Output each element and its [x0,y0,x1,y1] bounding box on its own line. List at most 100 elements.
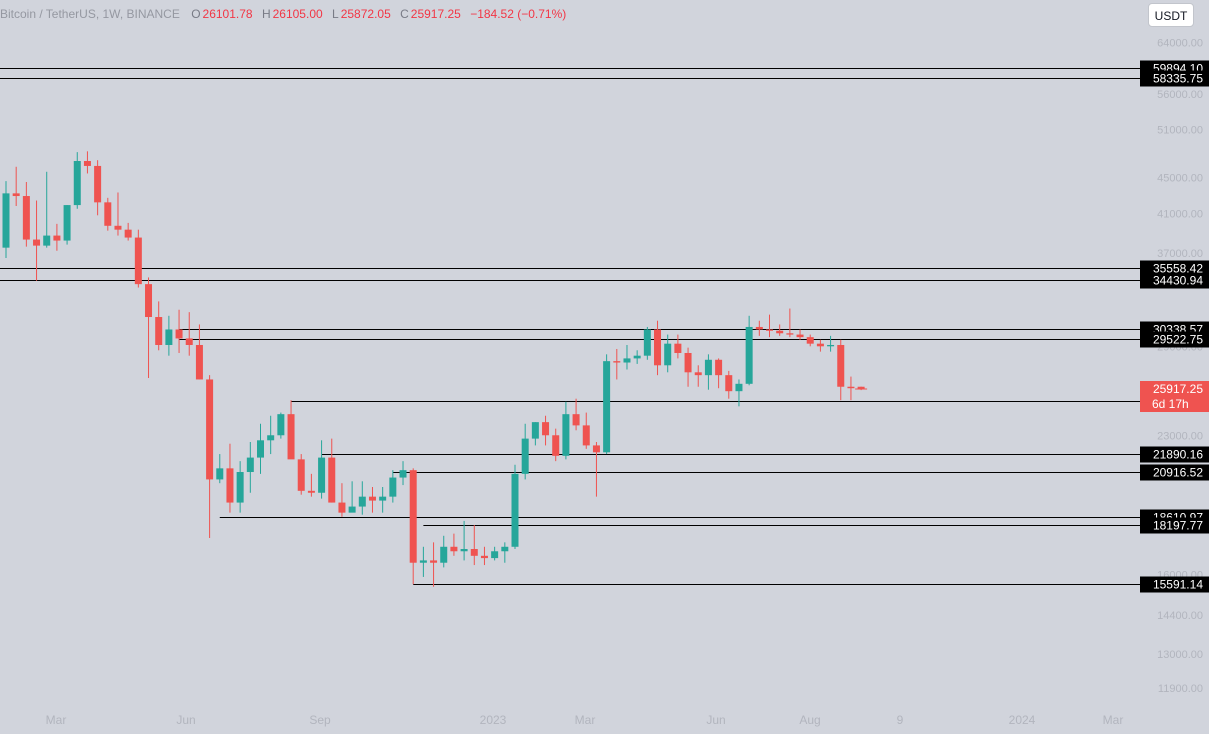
candle [725,370,733,399]
candle [338,483,346,517]
level-label-bg [1140,272,1209,289]
candle [531,422,539,446]
time-tick: Aug [799,713,820,727]
time-tick: 9 [897,713,904,727]
candle [755,320,763,336]
candle-body [786,333,794,335]
candle-body [776,330,784,334]
currency-button[interactable]: USDT [1148,3,1194,27]
candle [837,339,845,401]
candle [328,438,336,503]
candle-body [501,546,509,552]
candle-body [318,457,326,493]
candle-body [694,372,702,376]
candle [399,461,407,486]
level-label: 29522.75 [1140,331,1209,348]
candle [33,200,41,281]
candle [694,365,702,387]
candle-body [22,196,30,240]
candle [389,470,397,503]
open-value: 26101.78 [202,7,253,21]
candle [226,443,234,513]
symbol-title: Bitcoin / TetherUS, 1W, BINANCE [0,7,180,21]
candle [511,464,519,550]
level-label-text: 35558.42 [1153,262,1203,276]
candle-body [124,229,132,238]
candle-body [460,549,468,552]
candle [318,440,326,499]
candle-body [297,459,305,491]
candle [175,309,183,353]
open-key: O [191,7,201,21]
current-price-text: 25917.25 [1153,382,1203,396]
candle [735,379,743,407]
candle-body [206,379,214,480]
level-labels: 59894.1058335.7535558.4234430.9430338.57… [1140,60,1209,593]
price-tick: 45000.00 [1157,173,1203,185]
candle-body [592,445,600,453]
candle-body [491,551,499,559]
candle-body [2,193,10,248]
candle [165,315,173,356]
level-label: 21890.16 [1140,446,1209,463]
level-label-text: 15591.14 [1153,578,1203,592]
candle [277,412,285,439]
candle-body [603,361,611,453]
candle-body [134,237,142,285]
candle-body [195,344,203,380]
candle [368,486,376,513]
candle-body [613,361,621,363]
candle-body [389,477,397,497]
candle-body [399,470,407,478]
candle-body [664,343,672,366]
candle-body [73,161,81,206]
candle-body [348,506,356,513]
candle [155,301,163,351]
candle [216,454,224,484]
candle [470,525,478,566]
level-label-bg [1140,446,1209,463]
candle [287,400,295,460]
chart-header: Bitcoin / TetherUS, 1W, BINANCE O 26101.7… [0,7,572,23]
candle [552,428,560,462]
candle [786,308,794,338]
price-tick: 14400.00 [1157,610,1203,622]
candle [53,223,61,251]
candle-body [572,414,580,426]
candle [745,315,753,386]
candle-body [654,329,662,366]
candle [480,546,488,566]
candle-body [104,202,112,226]
candle [776,324,784,336]
candle-body [715,359,723,376]
candle-body [847,386,855,389]
level-label-bg [1140,464,1209,481]
candle-body [155,317,163,345]
candle [562,401,570,460]
candle [134,229,142,288]
candle [124,222,132,241]
candle-body [94,165,102,203]
candle [73,152,81,209]
price-axis[interactable]: 64000.00 56000.00 51000.00 45000.00 41000.00… [1157,38,1203,696]
candle [114,192,122,236]
close-key: C [400,7,409,21]
candle-body [12,193,20,197]
level-label-bg [1140,517,1209,534]
level-label-bg [1140,576,1209,593]
candles [2,151,865,587]
time-tick: Mar [575,713,596,727]
candle [257,423,264,474]
candle-body [226,468,234,503]
candle-body [287,414,295,460]
time-tick: Mar [46,713,67,727]
level-label-text: 58335.75 [1153,72,1203,86]
candle [43,171,51,248]
candle-body [165,329,173,345]
time-axis[interactable]: Mar Jun Sep 2023 Mar Jun Aug 9 2024 Mar [46,713,1124,727]
time-tick: 2024 [1009,713,1036,727]
candle-body [277,414,285,436]
level-lines [0,68,1140,585]
